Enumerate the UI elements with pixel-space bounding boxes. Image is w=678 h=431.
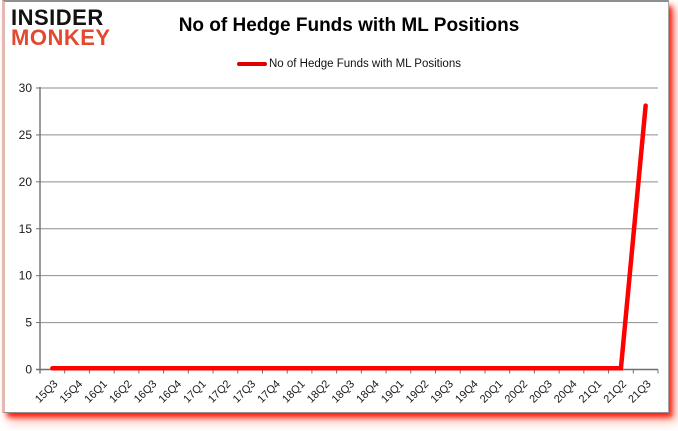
chart-title: No of Hedge Funds with ML Positions (178, 15, 520, 36)
legend-label: No of Hedge Funds with ML Positions (269, 58, 461, 70)
svg-text:20Q4: 20Q4 (552, 378, 580, 406)
svg-text:5: 5 (25, 316, 32, 330)
svg-text:10: 10 (19, 269, 33, 283)
svg-text:15Q3: 15Q3 (33, 378, 61, 406)
svg-text:16Q4: 16Q4 (157, 378, 185, 406)
chart-legend: No of Hedge Funds with ML Positions (40, 58, 658, 70)
svg-text:21Q1: 21Q1 (577, 378, 605, 406)
svg-text:16Q3: 16Q3 (132, 378, 160, 406)
svg-text:18Q1: 18Q1 (280, 378, 308, 406)
series-line-hedge-funds (50, 103, 648, 371)
svg-text:21Q2: 21Q2 (602, 378, 630, 406)
svg-text:21Q3: 21Q3 (626, 378, 654, 406)
y-axis-labels: 0 5 10 15 20 25 30 (19, 81, 33, 377)
svg-text:18Q2: 18Q2 (305, 378, 333, 406)
gridlines (40, 87, 658, 324)
svg-text:19Q4: 19Q4 (453, 378, 481, 406)
logo-line-monkey: MONKEY (11, 25, 111, 51)
svg-text:18Q4: 18Q4 (354, 378, 382, 406)
logo-line-insider: INSIDER (11, 5, 104, 30)
svg-text:17Q2: 17Q2 (206, 378, 234, 406)
svg-text:30: 30 (19, 81, 33, 95)
x-axis-labels: 15Q315Q416Q116Q216Q316Q417Q117Q217Q317Q4… (33, 378, 654, 406)
svg-text:18Q3: 18Q3 (330, 378, 358, 406)
svg-text:17Q4: 17Q4 (255, 378, 283, 406)
legend-line-swatch (237, 62, 267, 66)
svg-text:16Q1: 16Q1 (82, 378, 110, 406)
svg-text:15: 15 (19, 222, 33, 236)
svg-text:20Q3: 20Q3 (527, 378, 555, 406)
insider-monkey-logo: INSIDER MONKEY (11, 5, 111, 51)
svg-text:15Q4: 15Q4 (58, 378, 86, 406)
svg-text:17Q1: 17Q1 (181, 378, 209, 406)
svg-text:19Q2: 19Q2 (404, 378, 432, 406)
svg-text:17Q3: 17Q3 (231, 378, 259, 406)
chart-card (2, 0, 669, 413)
svg-text:0: 0 (25, 363, 32, 377)
svg-text:20Q2: 20Q2 (503, 378, 531, 406)
svg-text:16Q2: 16Q2 (107, 378, 135, 406)
svg-text:19Q1: 19Q1 (379, 378, 407, 406)
svg-text:25: 25 (19, 128, 33, 142)
svg-text:20Q1: 20Q1 (478, 378, 506, 406)
svg-text:19Q3: 19Q3 (428, 378, 456, 406)
svg-text:20: 20 (19, 175, 33, 189)
axes (36, 87, 659, 374)
